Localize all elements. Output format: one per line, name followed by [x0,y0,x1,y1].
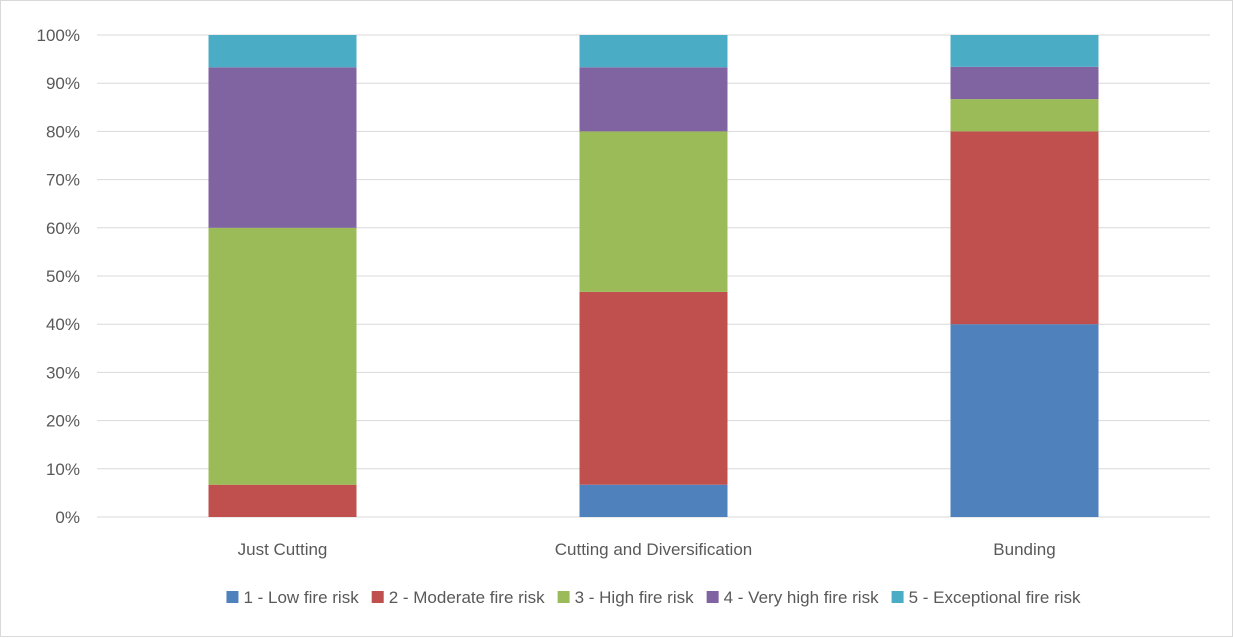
y-tick-label: 90% [46,74,80,93]
bar-segment [579,67,728,132]
legend-swatch [557,591,570,603]
legend-item: 4 - Very high fire risk [706,588,879,607]
legend-item: 1 - Low fire risk [226,588,359,607]
bars [208,35,1099,517]
bar-segment [579,484,728,517]
y-tick-label: 80% [46,122,80,141]
bar-segment [950,324,1099,517]
legend-label: 1 - Low fire risk [243,588,359,607]
x-tick-label: Bunding [993,540,1055,559]
y-tick-label: 70% [46,171,80,190]
y-tick-label: 40% [46,315,80,334]
y-tick-label: 100% [37,26,80,45]
bar-segment [579,291,728,485]
legend-label: 2 - Moderate fire risk [389,588,545,607]
legend-label: 5 - Exceptional fire risk [909,588,1081,607]
bar-segment [950,131,1099,325]
x-tick-label: Cutting and Diversification [555,540,752,559]
y-tick-label: 50% [46,267,80,286]
y-tick-label: 0% [55,508,80,527]
bar-segment [950,35,1099,67]
legend-item: 3 - High fire risk [557,588,695,607]
y-tick-label: 10% [46,460,80,479]
legend-swatch [891,591,904,603]
legend: 1 - Low fire risk 2 - Moderate fire risk 3… [226,588,1081,607]
legend-swatch [371,591,384,603]
bar-segment [208,484,357,517]
y-tick-label: 30% [46,363,80,382]
x-tick-label: Just Cutting [238,540,328,559]
bar-segment [950,66,1099,100]
bar-segment [579,35,728,68]
bar-segment [208,227,357,485]
bar-segment [579,131,728,292]
legend-label: 4 - Very high fire risk [724,588,879,607]
legend-item: 2 - Moderate fire risk [371,588,545,607]
legend-label: 3 - High fire risk [575,588,695,607]
y-tick-label: 20% [46,412,80,431]
y-tick-label: 60% [46,219,80,238]
legend-swatch [226,591,239,603]
bar-segment [208,35,357,68]
legend-swatch [706,591,719,603]
y-axis-tick-labels: 0% 10% 20% 30% 40% 50% 60% 70% 80% 90% 100% [37,26,80,527]
x-axis-tick-labels: Just Cutting Cutting and Diversification B… [238,540,1056,559]
legend-item: 5 - Exceptional fire risk [891,588,1081,607]
bar-segment [208,67,357,228]
bar-segment [950,99,1099,132]
